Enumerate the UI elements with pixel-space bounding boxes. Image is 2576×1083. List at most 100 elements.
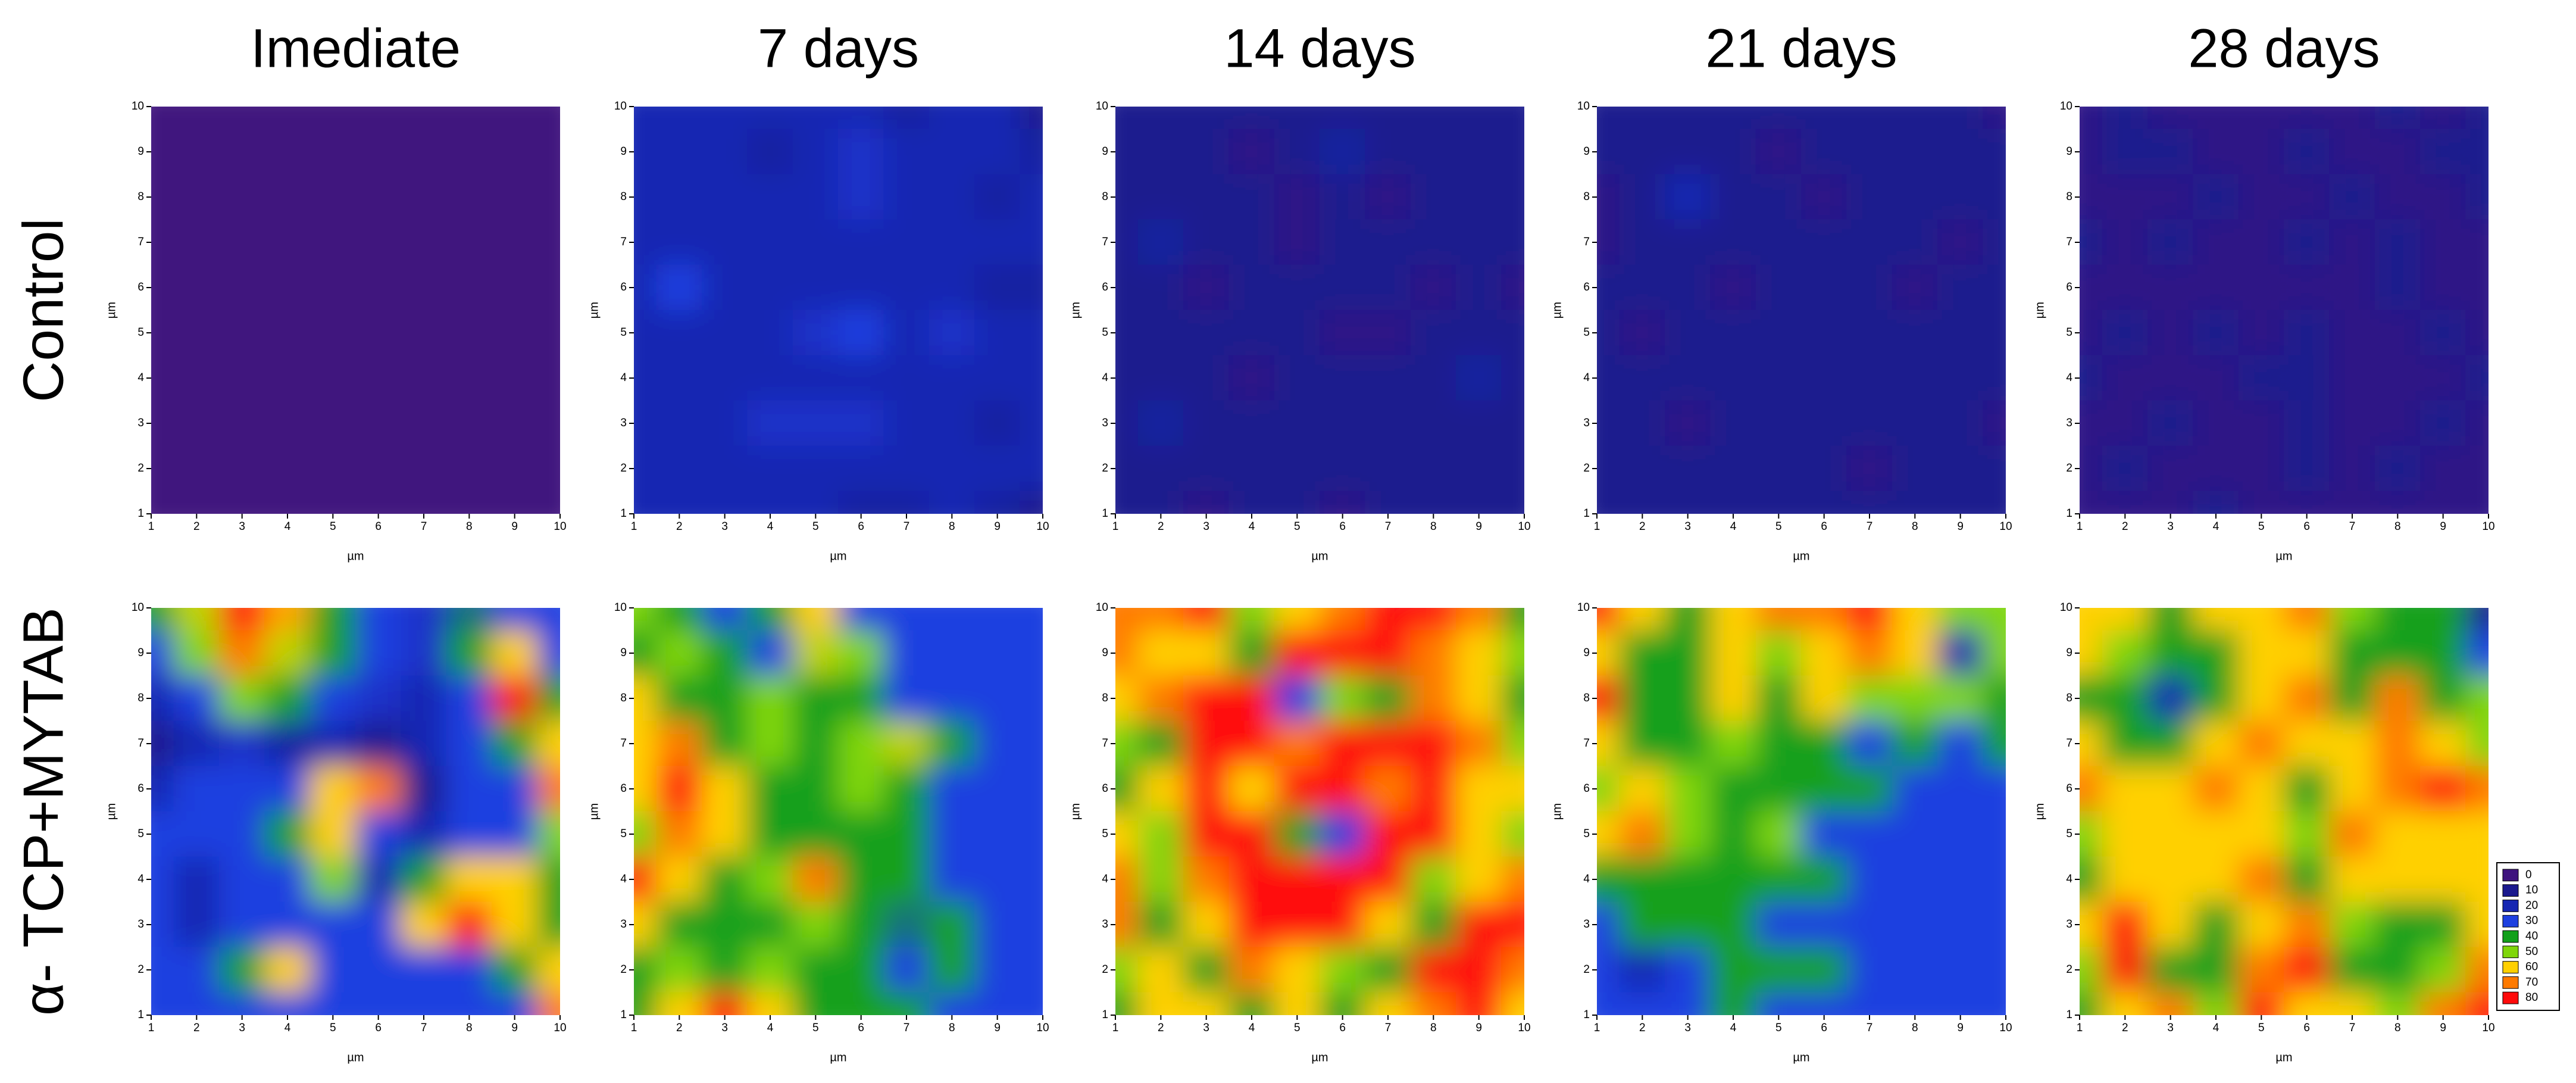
grid-cell (2080, 174, 2103, 220)
grid-cell (219, 811, 265, 857)
legend-label: 50 (2525, 945, 2538, 958)
grid-cell (2147, 129, 2194, 175)
grid-cell (1710, 400, 1756, 447)
y-tick-label: 1 (1102, 507, 1108, 520)
grid-cell (401, 720, 447, 767)
grid-cell (1228, 630, 1275, 676)
y-tick-label: 5 (1583, 828, 1590, 840)
contour-fill (2080, 608, 2489, 1015)
grid-cell (1665, 856, 1711, 903)
x-tick-label: 8 (466, 1022, 473, 1034)
x-tick-label: 8 (466, 520, 473, 533)
grid-cell (1456, 947, 1502, 993)
grid-cell (974, 129, 1021, 175)
grid-cell (2238, 901, 2284, 948)
grid-cell (1365, 856, 1411, 903)
grid-cell (1115, 992, 1139, 1015)
grid-cell (2147, 811, 2194, 857)
x-tick-label: 5 (330, 1022, 336, 1034)
x-tick-label: 7 (1867, 520, 1873, 533)
grid-cell (1801, 445, 1847, 492)
y-tick-label: 4 (620, 372, 627, 384)
y-tick-label: 9 (1102, 145, 1108, 158)
grid-cell (1115, 129, 1139, 175)
x-tick-label: 1 (631, 520, 637, 533)
grid-cell (2147, 264, 2194, 311)
y-tick-label: 9 (2066, 145, 2072, 158)
y-tick-label: 1 (1583, 1009, 1590, 1021)
grid-cell (173, 811, 220, 857)
x-tick-label: 6 (2303, 1022, 2310, 1034)
grid-cell (1892, 174, 1938, 220)
grid-cell (537, 630, 560, 676)
grid-cell (792, 630, 839, 676)
grid-cell (1983, 310, 2006, 356)
grid-cell (1937, 947, 1984, 993)
grid-cell (2284, 219, 2330, 266)
grid-cell (446, 766, 492, 812)
grid-cell (151, 310, 174, 356)
grid-cell (2193, 310, 2239, 356)
legend-swatch (2502, 961, 2519, 973)
grid-cell (1228, 445, 1275, 492)
column-title: 14 days (1224, 18, 1415, 79)
legend-label: 10 (2525, 884, 2538, 897)
grid-cell (2284, 355, 2330, 401)
grid-cell (1846, 129, 1893, 175)
grid-cell (1274, 219, 1320, 266)
grid-cell (792, 608, 839, 631)
grid-cell (1115, 400, 1139, 447)
y-tick-label: 2 (620, 963, 627, 976)
grid-cell (1274, 766, 1320, 812)
grid-cell (1755, 174, 1802, 220)
grid-cell (1501, 491, 1524, 514)
grid-cell (1619, 129, 1665, 175)
grid-cell (1710, 219, 1756, 266)
grid-cell (929, 491, 975, 514)
grid-cell (747, 400, 793, 447)
grid-cell (747, 174, 793, 220)
grid-cell (2238, 992, 2284, 1015)
x-tick-label: 1 (148, 520, 155, 533)
grid-cell (747, 491, 793, 514)
grid-cell (792, 310, 839, 356)
grid-cell (1937, 129, 1984, 175)
grid-cell (264, 947, 311, 993)
grid-cell (1410, 219, 1456, 266)
y-tick-label: 7 (137, 236, 144, 248)
grid-cell (2465, 608, 2489, 631)
grid-cell (1892, 766, 1938, 812)
grid-cell (1892, 992, 1938, 1015)
grid-cell (173, 992, 220, 1015)
grid-cell (2193, 947, 2239, 993)
grid-cell (310, 310, 356, 356)
grid-cell (1456, 720, 1502, 767)
grid-cell (2420, 608, 2466, 631)
grid-cell (2193, 766, 2239, 812)
x-tick-label: 5 (2258, 1022, 2265, 1034)
grid-cell (792, 766, 839, 812)
x-tick-label: 10 (2482, 520, 2494, 533)
grid-cell (2329, 992, 2375, 1015)
grid-cell (264, 675, 311, 722)
grid-cell (1597, 675, 1620, 722)
grid-cell (1892, 901, 1938, 948)
grid-cell (838, 355, 884, 401)
grid-cell (1320, 947, 1366, 993)
grid-cell (401, 445, 447, 492)
grid-cell (219, 107, 265, 130)
grid-cell (792, 947, 839, 993)
grid-cell (173, 675, 220, 722)
grid-cell (1183, 720, 1230, 767)
x-tick-label: 4 (1730, 1022, 1737, 1034)
grid-cell (1619, 901, 1665, 948)
grid-cell (2080, 766, 2103, 812)
grid-cell (634, 766, 657, 812)
grid-cell (2420, 310, 2466, 356)
grid-cell (1456, 355, 1502, 401)
grid-cell (1020, 630, 1043, 676)
grid-cell (2374, 219, 2421, 266)
grid-cell (656, 107, 702, 130)
grid-cell (492, 766, 538, 812)
grid-cell (492, 445, 538, 492)
